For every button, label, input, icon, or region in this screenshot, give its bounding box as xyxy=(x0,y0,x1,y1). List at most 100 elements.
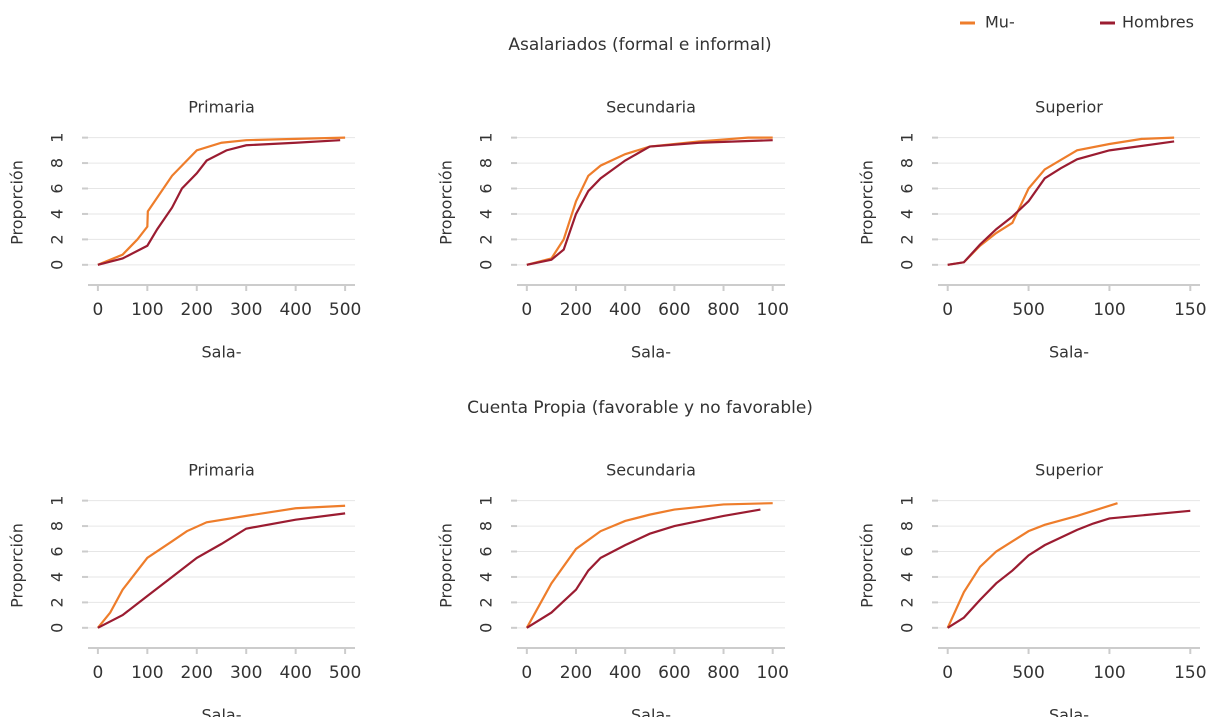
y-tick-label: 1 xyxy=(898,496,917,506)
y-tick-label: 1 xyxy=(477,133,496,143)
x-tick-label: 100 xyxy=(131,300,163,320)
y-tick-label: 0 xyxy=(48,623,67,633)
y-axis-label: Proporción xyxy=(8,160,27,245)
y-axis-label: Proporción xyxy=(437,523,456,608)
y-tick-label: 2 xyxy=(48,597,67,607)
x-axis-label: Sala- xyxy=(631,343,671,362)
y-tick-label: 1 xyxy=(48,496,67,506)
x-axis-label: Sala- xyxy=(202,706,242,717)
legend-label: Mu- xyxy=(985,13,1015,32)
series-line xyxy=(947,509,1191,629)
y-axis-label: Proporción xyxy=(8,523,27,608)
x-tick-label: 400 xyxy=(609,300,641,320)
y-tick-label: 6 xyxy=(477,546,496,556)
series-line xyxy=(525,502,773,629)
section-title: Cuenta Propia (favorable y no favorable) xyxy=(467,398,813,418)
y-tick-label: 1 xyxy=(477,496,496,506)
x-tick-label: 0 xyxy=(521,663,532,683)
y-tick-label: 2 xyxy=(48,234,67,244)
y-tick-label: 8 xyxy=(898,158,917,168)
x-tick-label: 500 xyxy=(329,663,361,683)
y-tick-label: 1 xyxy=(48,133,67,143)
x-tick-label: 0 xyxy=(942,663,953,683)
series-line xyxy=(946,502,1118,629)
y-tick-label: 2 xyxy=(898,597,917,607)
subplot-title: Primaria xyxy=(188,98,255,117)
y-tick-label: 2 xyxy=(898,234,917,244)
x-tick-label: 400 xyxy=(279,663,311,683)
subplot-title: Superior xyxy=(1035,461,1103,480)
subplot-title: Superior xyxy=(1035,98,1103,117)
x-tick-label: 150 xyxy=(1174,663,1206,683)
x-tick-label: 400 xyxy=(609,663,641,683)
series-line xyxy=(97,512,346,629)
y-axis-label: Proporción xyxy=(437,160,456,245)
y-tick-label: 0 xyxy=(477,623,496,633)
x-tick-label: 400 xyxy=(279,300,311,320)
subplot-title: Secundaria xyxy=(606,461,696,480)
x-tick-label: 800 xyxy=(707,300,739,320)
y-tick-label: 4 xyxy=(898,209,917,219)
x-tick-label: 500 xyxy=(1012,663,1044,683)
y-tick-label: 0 xyxy=(48,260,67,270)
y-tick-label: 2 xyxy=(477,234,496,244)
subplot-title: Primaria xyxy=(188,461,255,480)
series-line xyxy=(947,136,1175,266)
y-tick-label: 0 xyxy=(477,260,496,270)
y-tick-label: 4 xyxy=(477,572,496,582)
y-tick-label: 2 xyxy=(477,597,496,607)
x-tick-label: 100 xyxy=(756,663,788,683)
x-tick-label: 200 xyxy=(560,300,592,320)
x-tick-label: 0 xyxy=(521,300,532,320)
x-tick-label: 200 xyxy=(560,663,592,683)
x-tick-label: 100 xyxy=(756,300,788,320)
x-tick-label: 0 xyxy=(92,663,103,683)
x-tick-label: 500 xyxy=(1012,300,1044,320)
x-tick-label: 200 xyxy=(181,300,213,320)
y-tick-label: 4 xyxy=(477,209,496,219)
series-line xyxy=(526,139,773,266)
y-tick-label: 1 xyxy=(898,133,917,143)
y-tick-label: 6 xyxy=(48,183,67,193)
x-axis-label: Sala- xyxy=(1049,343,1089,362)
y-tick-label: 8 xyxy=(898,521,917,531)
x-tick-label: 600 xyxy=(658,663,690,683)
y-tick-label: 8 xyxy=(477,521,496,531)
y-tick-label: 0 xyxy=(898,260,917,270)
y-tick-label: 6 xyxy=(898,546,917,556)
x-tick-label: 200 xyxy=(181,663,213,683)
y-tick-label: 4 xyxy=(898,572,917,582)
y-tick-label: 6 xyxy=(477,183,496,193)
legend-label: Hombres xyxy=(1122,13,1194,32)
series-line xyxy=(947,140,1175,266)
x-tick-label: 100 xyxy=(131,663,163,683)
series-line xyxy=(97,504,346,629)
x-tick-label: 0 xyxy=(92,300,103,320)
x-tick-label: 500 xyxy=(329,300,361,320)
series-line xyxy=(526,508,761,629)
x-tick-label: 0 xyxy=(942,300,953,320)
y-tick-label: 4 xyxy=(48,572,67,582)
y-tick-label: 8 xyxy=(48,158,67,168)
x-tick-label: 150 xyxy=(1174,300,1206,320)
x-axis-label: Sala- xyxy=(631,706,671,717)
y-axis-label: Proporción xyxy=(858,523,877,608)
x-axis-label: Sala- xyxy=(1049,706,1089,717)
y-tick-label: 8 xyxy=(48,521,67,531)
y-axis-label: Proporción xyxy=(858,160,877,245)
x-tick-label: 300 xyxy=(230,300,262,320)
series-line xyxy=(526,136,773,266)
y-tick-label: 0 xyxy=(898,623,917,633)
x-tick-label: 300 xyxy=(230,663,262,683)
series-line xyxy=(97,139,341,266)
x-axis-label: Sala- xyxy=(202,343,242,362)
x-tick-label: 100 xyxy=(1093,663,1125,683)
y-tick-label: 6 xyxy=(898,183,917,193)
y-tick-label: 4 xyxy=(48,209,67,219)
y-tick-label: 8 xyxy=(477,158,496,168)
x-tick-label: 800 xyxy=(707,663,739,683)
y-tick-label: 6 xyxy=(48,546,67,556)
series-line xyxy=(97,136,346,266)
section-title: Asalariados (formal e informal) xyxy=(508,35,771,55)
